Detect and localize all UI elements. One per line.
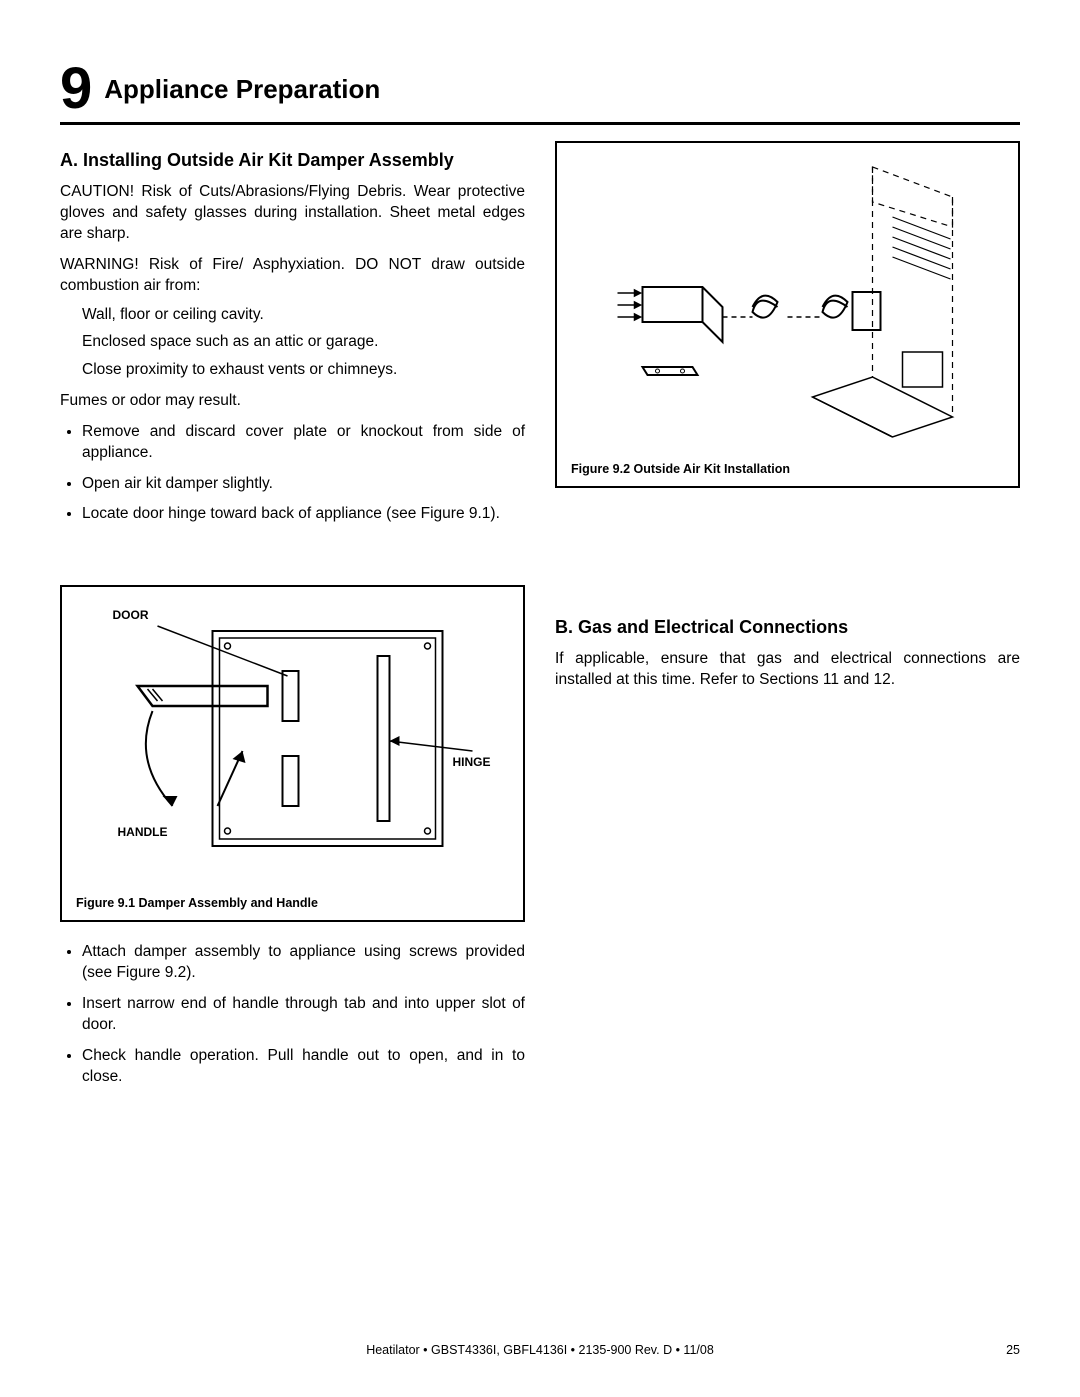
figure-9-2-svg — [571, 157, 1004, 447]
steps-top: Remove and discard cover plate or knocko… — [60, 422, 525, 526]
section-b-heading: B. Gas and Electrical Connections — [555, 616, 1020, 639]
fig91-handle-label: HANDLE — [118, 825, 168, 839]
warning-item: Enclosed space such as an attic or garag… — [82, 330, 525, 353]
chapter-rule — [60, 122, 1020, 125]
right-column: Figure 9.2 Outside Air Kit Installation … — [555, 141, 1020, 1098]
warning-tail: Fumes or odor may result. — [60, 391, 525, 412]
steps-bottom: Attach damper assembly to appliance usin… — [60, 942, 525, 1088]
section-b-body: If applicable, ensure that gas and elect… — [555, 649, 1020, 691]
step-item: Check handle operation. Pull handle out … — [82, 1046, 525, 1088]
chapter-number: 9 — [60, 60, 92, 118]
figure-9-2: Figure 9.2 Outside Air Kit Installation — [555, 141, 1020, 488]
warning-item: Close proximity to exhaust vents or chim… — [82, 358, 525, 381]
chapter-header: 9 Appliance Preparation — [60, 60, 1020, 118]
page: 9 Appliance Preparation A. Installing Ou… — [0, 0, 1080, 1397]
step-item: Remove and discard cover plate or knocko… — [82, 422, 525, 464]
left-column: A. Installing Outside Air Kit Damper Ass… — [60, 141, 525, 1098]
caution-text: CAUTION! Risk of Cuts/Abrasions/Flying D… — [60, 182, 525, 245]
fig91-door-label: DOOR — [113, 608, 149, 622]
warning-list: Wall, ﬂoor or ceiling cavity. Enclosed s… — [60, 303, 525, 381]
step-item: Open air kit damper slightly. — [82, 474, 525, 495]
content-columns: A. Installing Outside Air Kit Damper Ass… — [60, 141, 1020, 1098]
step-item: Locate door hinge toward back of applian… — [82, 504, 525, 525]
figure-9-1-caption: Figure 9.1 Damper Assembly and Handle — [76, 896, 509, 910]
warning-lead: WARNING! Risk of Fire/ Asphyxiation. DO … — [60, 255, 525, 297]
figure-9-2-caption: Figure 9.2 Outside Air Kit Installation — [571, 462, 1004, 476]
page-number: 25 — [1006, 1343, 1020, 1357]
footer-text: Heatilator • GBST4336I, GBFL4136I • 2135… — [366, 1343, 714, 1357]
step-item: Attach damper assembly to appliance usin… — [82, 942, 525, 984]
chapter-title: Appliance Preparation — [104, 74, 380, 105]
fig91-hinge-label: HINGE — [453, 755, 491, 769]
page-footer: Heatilator • GBST4336I, GBFL4136I • 2135… — [60, 1343, 1020, 1357]
step-item: Insert narrow end of handle through tab … — [82, 994, 525, 1036]
figure-9-1-svg: DOOR HINGE HANDLE — [76, 601, 509, 881]
figure-9-1: DOOR HINGE HANDLE Figure 9.1 Damper Asse… — [60, 585, 525, 922]
section-a-heading: A. Installing Outside Air Kit Damper Ass… — [60, 149, 525, 172]
warning-item: Wall, ﬂoor or ceiling cavity. — [82, 303, 525, 326]
